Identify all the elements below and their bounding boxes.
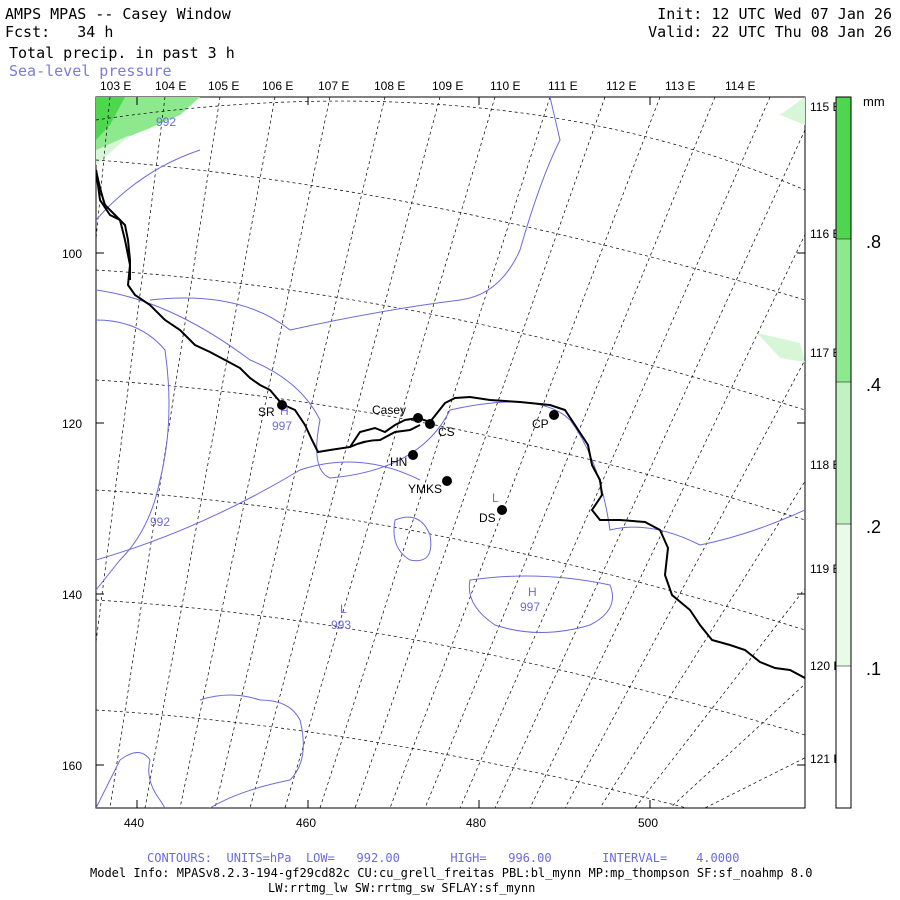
lon-label: 108 E	[374, 79, 405, 93]
stations	[277, 400, 559, 515]
station-marker	[408, 450, 418, 460]
station-marker	[277, 400, 287, 410]
isobar-label: 993	[331, 618, 351, 632]
high-mark: H	[280, 404, 289, 418]
isobars	[96, 97, 805, 808]
model-info-line2: LW:rrtmg_lw SW:rrtmg_sw SFLAY:sf_mynn	[268, 881, 536, 895]
lon-label-right: 118 E	[810, 458, 840, 472]
colorbar-bin	[836, 382, 851, 524]
lon-label: 107 E	[318, 79, 349, 93]
forecast-hour: Fcst: 34 h	[5, 23, 114, 41]
overlay-name: Sea-level pressure	[9, 62, 172, 80]
longitude-grid	[96, 97, 805, 808]
contour-info: CONTOURS: UNITS=hPa LOW= 992.00 HIGH= 99…	[147, 851, 740, 865]
lon-label-right: 117 E	[810, 346, 840, 360]
colorbar-bin	[836, 97, 851, 239]
precip-area-nw-core	[96, 97, 125, 140]
station-label: CP	[532, 417, 549, 431]
station-marker	[497, 505, 507, 515]
colorbar-tick-label: .2	[866, 517, 881, 537]
isobar-label: 992	[156, 115, 176, 129]
y-grid-label: 140	[62, 588, 82, 602]
colorbar-unit: mm	[863, 94, 885, 109]
lon-label: 111 E	[548, 79, 578, 93]
lon-label-right: 115 E	[810, 100, 840, 114]
colorbar-tick-label: .1	[866, 659, 881, 679]
lon-label-right: 119 E	[810, 562, 840, 576]
lon-label-right: 121 E	[810, 752, 841, 766]
isobar-label: 992	[150, 515, 170, 529]
colorbar	[835, 96, 852, 809]
lon-label: 109 E	[432, 79, 463, 93]
station-marker	[413, 413, 423, 423]
isobar-label: 997	[272, 419, 292, 433]
lon-label: 112 E	[606, 79, 636, 93]
station-marker	[549, 410, 559, 420]
valid-time: Valid: 22 UTC Thu 08 Jan 26	[648, 23, 892, 41]
precip-area-nw-light	[96, 135, 130, 165]
model-info: Model Info: MPASv8.2.3-194-gf29cd82c CU:…	[90, 866, 813, 880]
lon-label-right: 120 E	[810, 659, 841, 673]
axis-ticks	[96, 97, 805, 808]
map-title: AMPS MPAS -- Casey Window	[5, 5, 231, 23]
lon-label: 103 E	[100, 79, 131, 93]
station-label: YMKS	[408, 482, 442, 496]
colorbar-bin	[836, 524, 851, 666]
lon-label: 104 E	[155, 79, 186, 93]
station-label: CS	[438, 425, 455, 439]
lon-label: 106 E	[262, 79, 293, 93]
x-grid-label: 440	[124, 816, 144, 830]
station-marker	[425, 419, 435, 429]
station-marker	[442, 476, 452, 486]
precip-area-nw	[96, 97, 200, 158]
isobar-label: 997	[520, 600, 540, 614]
x-grid-label: 500	[638, 816, 658, 830]
lon-label: 114 E	[725, 79, 755, 93]
latitude-grid	[96, 100, 805, 808]
lon-label: 105 E	[208, 79, 239, 93]
station-label: DS	[479, 511, 496, 525]
y-grid-label: 160	[62, 759, 82, 773]
map-frame	[95, 96, 806, 809]
lon-label-right: 116 E	[810, 227, 840, 241]
high-mark: H	[528, 585, 537, 599]
lon-label: 110 E	[490, 79, 520, 93]
precip-area-east	[757, 333, 805, 362]
low-mark: L	[492, 491, 499, 505]
colorbar-tick-label: .4	[866, 375, 881, 395]
field-name: Total precip. in past 3 h	[9, 44, 235, 62]
station-label: HN	[390, 455, 407, 469]
station-label: Casey	[372, 403, 406, 417]
x-grid-label: 480	[466, 816, 486, 830]
station-label: SR	[258, 405, 275, 419]
x-grid-label: 460	[296, 816, 316, 830]
precip-area-ne	[780, 97, 805, 125]
low-mark: L	[340, 602, 347, 616]
colorbar-tick-label: .8	[866, 232, 881, 252]
init-time: Init: 12 UTC Wed 07 Jan 26	[657, 5, 892, 23]
colorbar-bin	[836, 239, 851, 382]
y-grid-label: 120	[62, 417, 82, 431]
y-grid-label: 100	[62, 247, 82, 261]
lon-label: 113 E	[665, 79, 695, 93]
